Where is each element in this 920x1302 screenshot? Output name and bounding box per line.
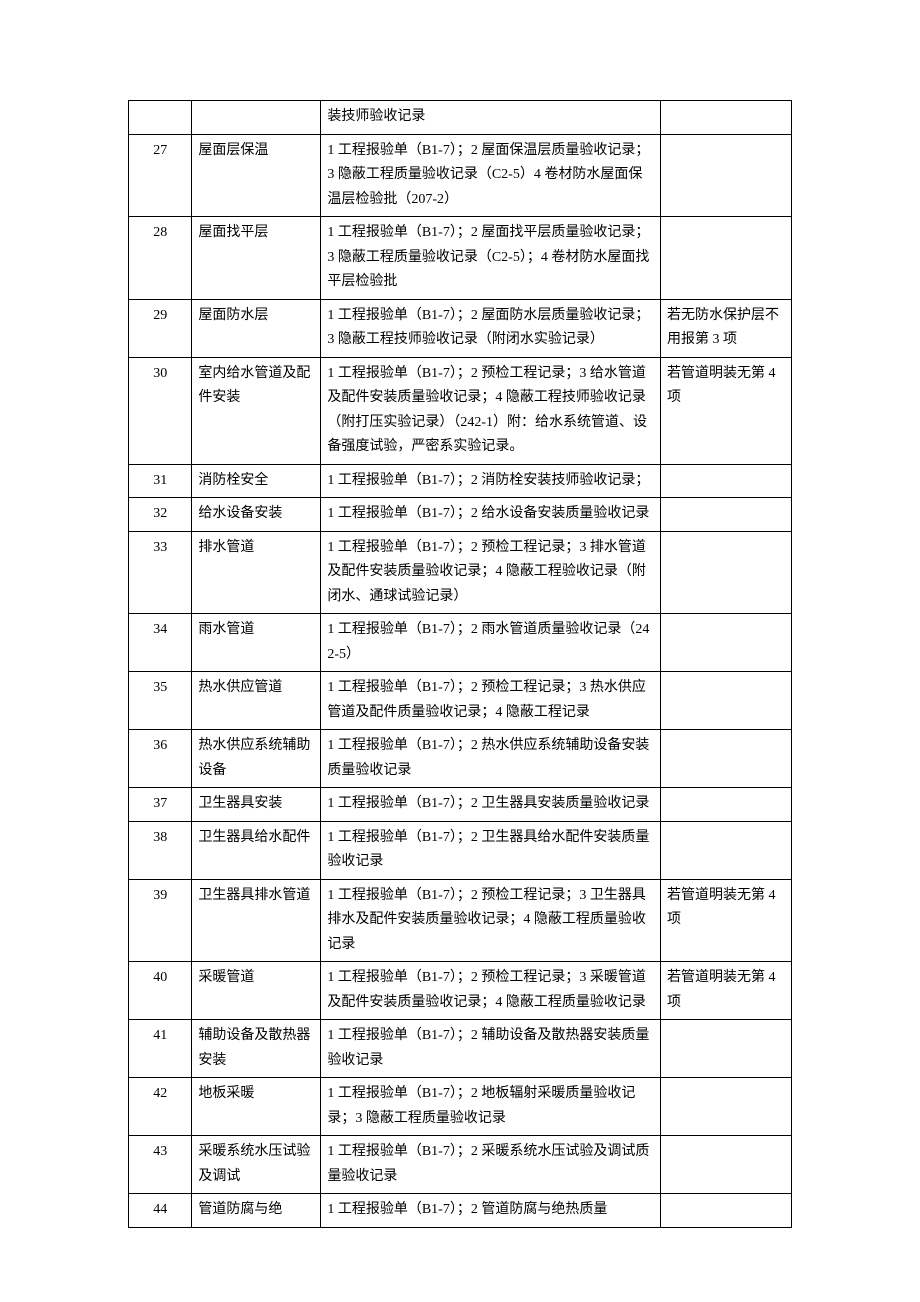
cell-seq: 44 xyxy=(129,1194,192,1228)
cell-remark xyxy=(661,464,792,498)
cell-item-name: 室内给水管道及配件安装 xyxy=(192,357,321,464)
cell-seq: 27 xyxy=(129,134,192,217)
cell-item-name: 热水供应系统辅助设备 xyxy=(192,730,321,788)
table-row: 27屋面层保温1 工程报验单（B1-7）；2 屋面保温层质量验收记录；3 隐蔽工… xyxy=(129,134,792,217)
table-body: 装技师验收记录27屋面层保温1 工程报验单（B1-7）；2 屋面保温层质量验收记… xyxy=(129,101,792,1228)
table-row: 装技师验收记录 xyxy=(129,101,792,135)
table-row: 40采暖管道1 工程报验单（B1-7）；2 预检工程记录；3 采暖管道及配件安装… xyxy=(129,962,792,1020)
cell-remark xyxy=(661,531,792,614)
cell-remark: 若管道明装无第 4 项 xyxy=(661,962,792,1020)
cell-seq: 32 xyxy=(129,498,192,532)
cell-item-name: 消防栓安全 xyxy=(192,464,321,498)
table-row: 37卫生器具安装1 工程报验单（B1-7）；2 卫生器具安装质量验收记录 xyxy=(129,788,792,822)
cell-remark xyxy=(661,821,792,879)
cell-remark xyxy=(661,101,792,135)
cell-remark xyxy=(661,134,792,217)
cell-item-name xyxy=(192,101,321,135)
cell-seq: 39 xyxy=(129,879,192,962)
cell-seq: 33 xyxy=(129,531,192,614)
cell-item-name: 屋面防水层 xyxy=(192,299,321,357)
table-row: 32给水设备安装1 工程报验单（B1-7）；2 给水设备安装质量验收记录 xyxy=(129,498,792,532)
cell-remark xyxy=(661,1136,792,1194)
cell-content: 1 工程报验单（B1-7）；2 预检工程记录；3 给水管道及配件安装质量验收记录… xyxy=(321,357,661,464)
cell-seq: 30 xyxy=(129,357,192,464)
cell-remark xyxy=(661,498,792,532)
table-row: 38卫生器具给水配件1 工程报验单（B1-7）；2 卫生器具给水配件安装质量验收… xyxy=(129,821,792,879)
cell-item-name: 雨水管道 xyxy=(192,614,321,672)
cell-remark xyxy=(661,730,792,788)
cell-content: 1 工程报验单（B1-7）；2 屋面找平层质量验收记录；3 隐蔽工程质量验收记录… xyxy=(321,217,661,300)
records-table: 装技师验收记录27屋面层保温1 工程报验单（B1-7）；2 屋面保温层质量验收记… xyxy=(128,100,792,1228)
cell-content: 1 工程报验单（B1-7）；2 预检工程记录；3 热水供应管道及配件质量验收记录… xyxy=(321,672,661,730)
cell-seq xyxy=(129,101,192,135)
table-row: 39卫生器具排水管道1 工程报验单（B1-7）；2 预检工程记录；3 卫生器具排… xyxy=(129,879,792,962)
cell-item-name: 给水设备安装 xyxy=(192,498,321,532)
cell-seq: 34 xyxy=(129,614,192,672)
table-row: 36热水供应系统辅助设备1 工程报验单（B1-7）；2 热水供应系统辅助设备安装… xyxy=(129,730,792,788)
table-row: 31消防栓安全1 工程报验单（B1-7）；2 消防栓安装技师验收记录； xyxy=(129,464,792,498)
cell-seq: 36 xyxy=(129,730,192,788)
cell-content: 1 工程报验单（B1-7）；2 地板辐射采暖质量验收记录；3 隐蔽工程质量验收记… xyxy=(321,1078,661,1136)
cell-content: 1 工程报验单（B1-7）；2 管道防腐与绝热质量 xyxy=(321,1194,661,1228)
cell-content: 1 工程报验单（B1-7）；2 屋面防水层质量验收记录；3 隐蔽工程技师验收记录… xyxy=(321,299,661,357)
table-row: 33排水管道1 工程报验单（B1-7）；2 预检工程记录；3 排水管道及配件安装… xyxy=(129,531,792,614)
cell-remark xyxy=(661,1020,792,1078)
cell-item-name: 屋面找平层 xyxy=(192,217,321,300)
cell-content: 1 工程报验单（B1-7）；2 屋面保温层质量验收记录；3 隐蔽工程质量验收记录… xyxy=(321,134,661,217)
cell-content: 1 工程报验单（B1-7）；2 给水设备安装质量验收记录 xyxy=(321,498,661,532)
cell-seq: 42 xyxy=(129,1078,192,1136)
cell-content: 装技师验收记录 xyxy=(321,101,661,135)
cell-content: 1 工程报验单（B1-7）；2 卫生器具给水配件安装质量验收记录 xyxy=(321,821,661,879)
cell-content: 1 工程报验单（B1-7）；2 预检工程记录；3 排水管道及配件安装质量验收记录… xyxy=(321,531,661,614)
cell-item-name: 采暖管道 xyxy=(192,962,321,1020)
cell-item-name: 采暖系统水压试验及调试 xyxy=(192,1136,321,1194)
table-row: 41辅助设备及散热器安装1 工程报验单（B1-7）；2 辅助设备及散热器安装质量… xyxy=(129,1020,792,1078)
cell-content: 1 工程报验单（B1-7）；2 预检工程记录；3 采暖管道及配件安装质量验收记录… xyxy=(321,962,661,1020)
cell-item-name: 卫生器具排水管道 xyxy=(192,879,321,962)
cell-content: 1 工程报验单（B1-7）；2 消防栓安装技师验收记录； xyxy=(321,464,661,498)
cell-remark xyxy=(661,614,792,672)
cell-seq: 37 xyxy=(129,788,192,822)
cell-seq: 43 xyxy=(129,1136,192,1194)
table-row: 44管道防腐与绝1 工程报验单（B1-7）；2 管道防腐与绝热质量 xyxy=(129,1194,792,1228)
cell-remark xyxy=(661,217,792,300)
cell-content: 1 工程报验单（B1-7）；2 热水供应系统辅助设备安装质量验收记录 xyxy=(321,730,661,788)
cell-item-name: 地板采暖 xyxy=(192,1078,321,1136)
table-row: 34雨水管道1 工程报验单（B1-7）；2 雨水管道质量验收记录（242-5） xyxy=(129,614,792,672)
cell-content: 1 工程报验单（B1-7）；2 雨水管道质量验收记录（242-5） xyxy=(321,614,661,672)
cell-remark xyxy=(661,1194,792,1228)
cell-seq: 41 xyxy=(129,1020,192,1078)
cell-item-name: 卫生器具安装 xyxy=(192,788,321,822)
table-row: 29屋面防水层1 工程报验单（B1-7）；2 屋面防水层质量验收记录；3 隐蔽工… xyxy=(129,299,792,357)
cell-seq: 31 xyxy=(129,464,192,498)
cell-item-name: 热水供应管道 xyxy=(192,672,321,730)
table-row: 43采暖系统水压试验及调试1 工程报验单（B1-7）；2 采暖系统水压试验及调试… xyxy=(129,1136,792,1194)
cell-content: 1 工程报验单（B1-7）；2 卫生器具安装质量验收记录 xyxy=(321,788,661,822)
cell-remark: 若管道明装无第 4 项 xyxy=(661,357,792,464)
cell-content: 1 工程报验单（B1-7）；2 采暖系统水压试验及调试质量验收记录 xyxy=(321,1136,661,1194)
table-row: 30室内给水管道及配件安装1 工程报验单（B1-7）；2 预检工程记录；3 给水… xyxy=(129,357,792,464)
table-row: 28屋面找平层1 工程报验单（B1-7）；2 屋面找平层质量验收记录；3 隐蔽工… xyxy=(129,217,792,300)
cell-remark xyxy=(661,1078,792,1136)
cell-remark xyxy=(661,788,792,822)
cell-item-name: 卫生器具给水配件 xyxy=(192,821,321,879)
cell-item-name: 管道防腐与绝 xyxy=(192,1194,321,1228)
cell-remark xyxy=(661,672,792,730)
cell-seq: 40 xyxy=(129,962,192,1020)
cell-remark: 若无防水保护层不用报第 3 项 xyxy=(661,299,792,357)
table-row: 42地板采暖1 工程报验单（B1-7）；2 地板辐射采暖质量验收记录；3 隐蔽工… xyxy=(129,1078,792,1136)
cell-item-name: 辅助设备及散热器安装 xyxy=(192,1020,321,1078)
page: 装技师验收记录27屋面层保温1 工程报验单（B1-7）；2 屋面保温层质量验收记… xyxy=(0,0,920,1288)
cell-seq: 38 xyxy=(129,821,192,879)
cell-seq: 35 xyxy=(129,672,192,730)
table-row: 35热水供应管道1 工程报验单（B1-7）；2 预检工程记录；3 热水供应管道及… xyxy=(129,672,792,730)
cell-content: 1 工程报验单（B1-7）；2 预检工程记录；3 卫生器具排水及配件安装质量验收… xyxy=(321,879,661,962)
cell-item-name: 屋面层保温 xyxy=(192,134,321,217)
cell-remark: 若管道明装无第 4 项 xyxy=(661,879,792,962)
cell-seq: 28 xyxy=(129,217,192,300)
cell-content: 1 工程报验单（B1-7）；2 辅助设备及散热器安装质量验收记录 xyxy=(321,1020,661,1078)
cell-item-name: 排水管道 xyxy=(192,531,321,614)
cell-seq: 29 xyxy=(129,299,192,357)
